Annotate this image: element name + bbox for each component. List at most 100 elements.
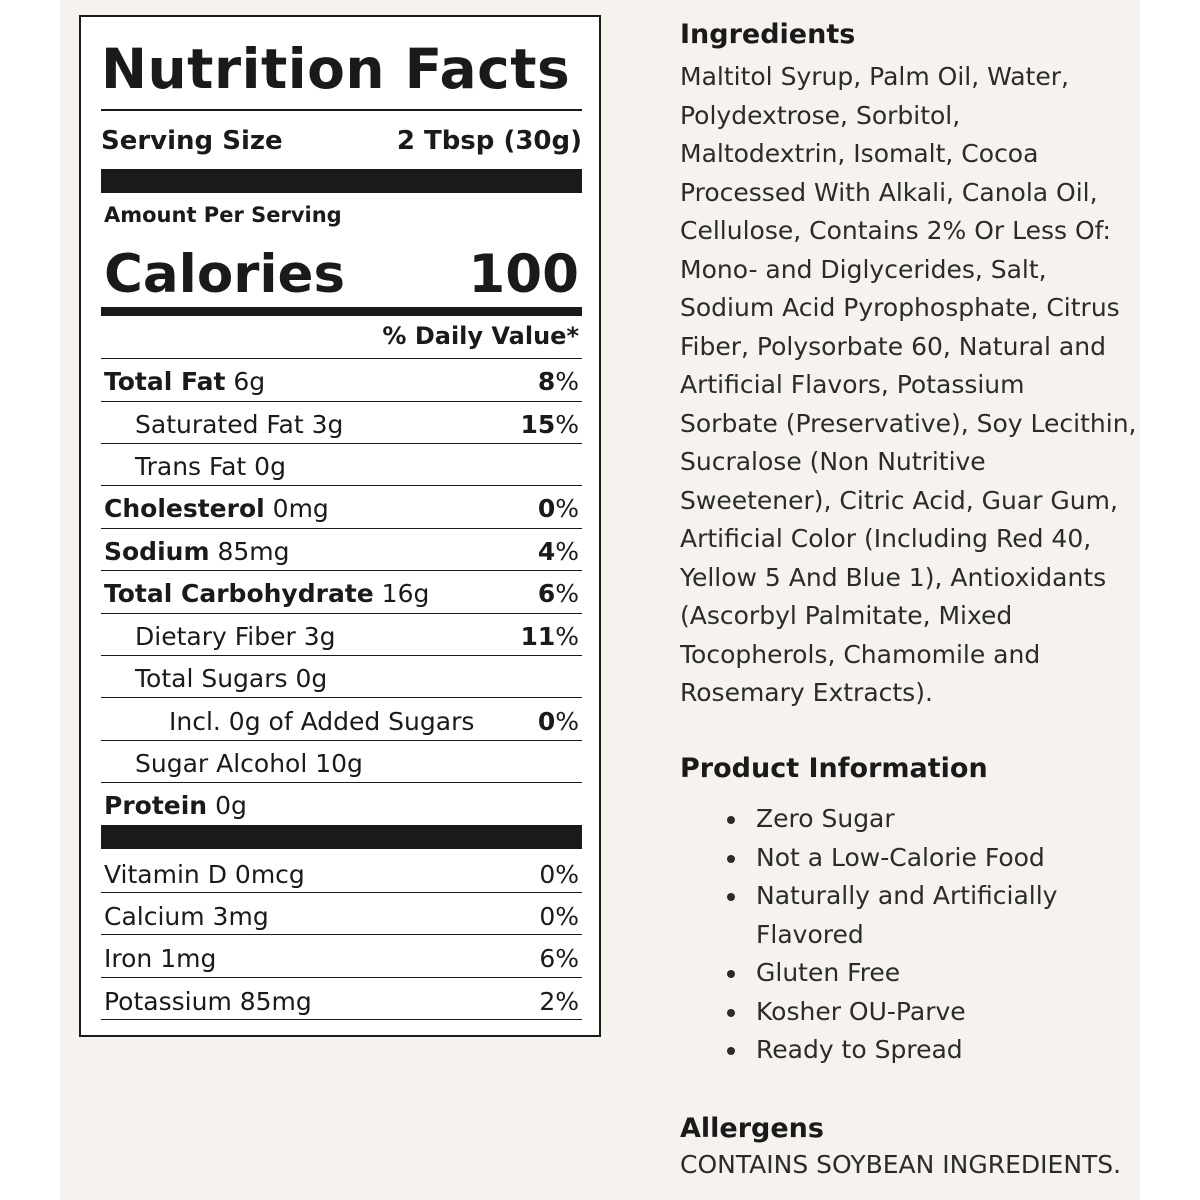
row-divider bbox=[101, 613, 582, 614]
calories-row: Calories 100 bbox=[104, 239, 579, 309]
nutrient-pct: 11 bbox=[520, 621, 556, 651]
nutrient-row-total-sugars: Total Sugars 0g bbox=[101, 657, 582, 699]
ingredients-line: Polydextrose, Sorbitol, bbox=[680, 100, 961, 130]
bullet-icon bbox=[727, 854, 735, 863]
ingredients-line: Tocopherols, Chamomile and bbox=[680, 639, 1041, 669]
bullet-icon bbox=[727, 1047, 735, 1055]
row-divider bbox=[101, 358, 582, 359]
row-divider bbox=[101, 443, 582, 444]
ingredients-line: Sodium Acid Pyrophosphate, Citrus bbox=[680, 293, 1120, 322]
nutrient-pct: 15 bbox=[520, 409, 556, 439]
row-divider bbox=[101, 570, 582, 571]
nutrient-pct: 4 bbox=[537, 536, 556, 566]
list-item-text: Naturally and Artificially Flavored bbox=[756, 881, 1058, 949]
row-divider bbox=[101, 401, 582, 402]
ingredients-line: Artificial Flavors, Potassium bbox=[680, 370, 1025, 399]
vitamin-pct: 0% bbox=[539, 859, 579, 889]
row-divider bbox=[101, 782, 582, 783]
vitamin-pct: 0% bbox=[539, 901, 579, 931]
ingredients-line: Maltitol Syrup, Palm Oil, Water, bbox=[680, 62, 1069, 91]
vitamin-pct: 6% bbox=[539, 943, 579, 973]
nutrient-pct: 6 bbox=[537, 578, 556, 608]
pct-suffix: % bbox=[555, 493, 579, 523]
vitamin-name: Calcium 3mg bbox=[104, 901, 269, 931]
list-item-text: Kosher OU-Parve bbox=[756, 996, 966, 1026]
nutrient-name: Incl. 0g of Added Sugars bbox=[169, 706, 475, 736]
nutrient-pct: 0 bbox=[537, 706, 556, 736]
nutrient-name: Total Sugars 0g bbox=[135, 663, 328, 693]
nutrient-name: Dietary Fiber 3g bbox=[135, 621, 336, 651]
nutrient-amount: 0g bbox=[215, 790, 247, 820]
ingredients-list: Maltitol Syrup, Palm Oil, Water, Polydex… bbox=[680, 58, 1140, 713]
calories-rule bbox=[101, 307, 582, 316]
pct-suffix: % bbox=[555, 621, 579, 651]
bullet-icon bbox=[727, 970, 735, 978]
vitamin-row-potassium: Potassium 85mg 2% bbox=[101, 980, 582, 1022]
bullet-icon bbox=[727, 816, 735, 824]
thick-rule-top bbox=[101, 169, 582, 193]
nutrient-row-cholesterol: Cholesterol 0mg 0% bbox=[101, 487, 582, 529]
nutrient-name: Protein bbox=[104, 790, 208, 820]
list-item-text: Gluten Free bbox=[756, 958, 901, 987]
row-divider bbox=[101, 655, 582, 656]
pct-suffix: % bbox=[555, 578, 579, 608]
vitamin-name: Vitamin D 0mcg bbox=[104, 859, 305, 889]
amount-per-serving: Amount Per Serving bbox=[104, 203, 342, 227]
nutrient-name: Total Carbohydrate bbox=[104, 578, 374, 608]
serving-size-value: 2 Tbsp (30g) bbox=[396, 126, 582, 156]
nutrient-name: Sodium bbox=[104, 536, 210, 566]
ingredients-heading: Ingredients bbox=[680, 19, 856, 50]
list-item: Gluten Free bbox=[720, 954, 1140, 993]
nutrient-row-sodium: Sodium 85mg 4% bbox=[101, 530, 582, 572]
list-item-text: Zero Sugar bbox=[756, 804, 895, 833]
serving-size-row: Serving Size 2 Tbsp (30g) bbox=[101, 121, 582, 161]
calories-value: 100 bbox=[468, 243, 579, 305]
row-divider bbox=[101, 892, 582, 893]
row-divider bbox=[101, 528, 582, 529]
ingredients-line: Artificial Color (Including Red 40, bbox=[680, 524, 1092, 553]
nutrient-row-protein: Protein 0g bbox=[101, 784, 582, 826]
serving-size-label: Serving Size bbox=[101, 126, 283, 156]
ingredients-line: (Ascorbyl Palmitate, Mixed bbox=[680, 601, 1013, 630]
ingredients-line: Cellulose, Contains 2% Or Less Of: bbox=[680, 216, 1111, 245]
title-rule bbox=[101, 109, 582, 111]
list-item-text: Ready to Spread bbox=[756, 1035, 963, 1064]
nutrient-row-trans-fat: Trans Fat 0g bbox=[101, 445, 582, 487]
list-item: Kosher OU-Parve bbox=[720, 993, 1140, 1032]
ingredients-line: Rosemary Extracts). bbox=[680, 678, 933, 707]
nutrient-amount: 16g bbox=[381, 578, 430, 608]
pct-suffix: % bbox=[555, 409, 579, 439]
row-divider bbox=[101, 485, 582, 486]
list-item: Naturally and Artificially Flavored bbox=[720, 877, 1140, 954]
nutrient-row-dietary-fiber: Dietary Fiber 3g 11% bbox=[101, 615, 582, 657]
row-divider bbox=[101, 740, 582, 741]
vitamin-row-iron: Iron 1mg 6% bbox=[101, 937, 582, 979]
list-item: Ready to Spread bbox=[720, 1031, 1140, 1070]
nutrient-row-total-carbohydrate: Total Carbohydrate 16g 6% bbox=[101, 572, 582, 614]
calories-label: Calories bbox=[104, 243, 346, 305]
daily-value-header: % Daily Value* bbox=[382, 322, 579, 350]
vitamin-row-calcium: Calcium 3mg 0% bbox=[101, 895, 582, 937]
row-divider bbox=[101, 697, 582, 698]
nutrient-row-saturated-fat: Saturated Fat 3g 15% bbox=[101, 403, 582, 445]
vitamin-row-vitamin-d: Vitamin D 0mcg 0% bbox=[101, 853, 582, 895]
product-information-heading: Product Information bbox=[680, 753, 988, 784]
nutrient-name: Cholesterol bbox=[104, 493, 265, 523]
ingredients-line: Yellow 5 And Blue 1), Antioxidants bbox=[680, 562, 1107, 592]
nutrient-amount: 0mg bbox=[272, 493, 329, 523]
vitamin-name: Potassium 85mg bbox=[104, 986, 312, 1016]
allergens-text: CONTAINS SOYBEAN INGREDIENTS. bbox=[680, 1150, 1122, 1179]
nutrient-row-total-fat: Total Fat 6g 8% bbox=[101, 360, 582, 402]
vitamin-name: Iron 1mg bbox=[104, 943, 217, 973]
ingredients-line: Fiber, Polysorbate 60, Natural and bbox=[680, 331, 1106, 361]
ingredients-line: Sorbate (Preservative), Soy Lecithin, bbox=[680, 408, 1137, 438]
nutrient-name: Trans Fat 0g bbox=[135, 451, 286, 481]
pct-suffix: % bbox=[555, 536, 579, 566]
list-item: Zero Sugar bbox=[720, 800, 1140, 839]
nutrient-amount: 6g bbox=[233, 366, 266, 396]
product-information-list: Zero Sugar Not a Low-Calorie Food Natura… bbox=[720, 800, 1140, 1070]
nutrition-facts-title: Nutrition Facts bbox=[101, 37, 571, 101]
row-divider bbox=[101, 1019, 582, 1020]
row-divider bbox=[101, 977, 582, 978]
nutrient-amount: 85mg bbox=[217, 536, 290, 566]
